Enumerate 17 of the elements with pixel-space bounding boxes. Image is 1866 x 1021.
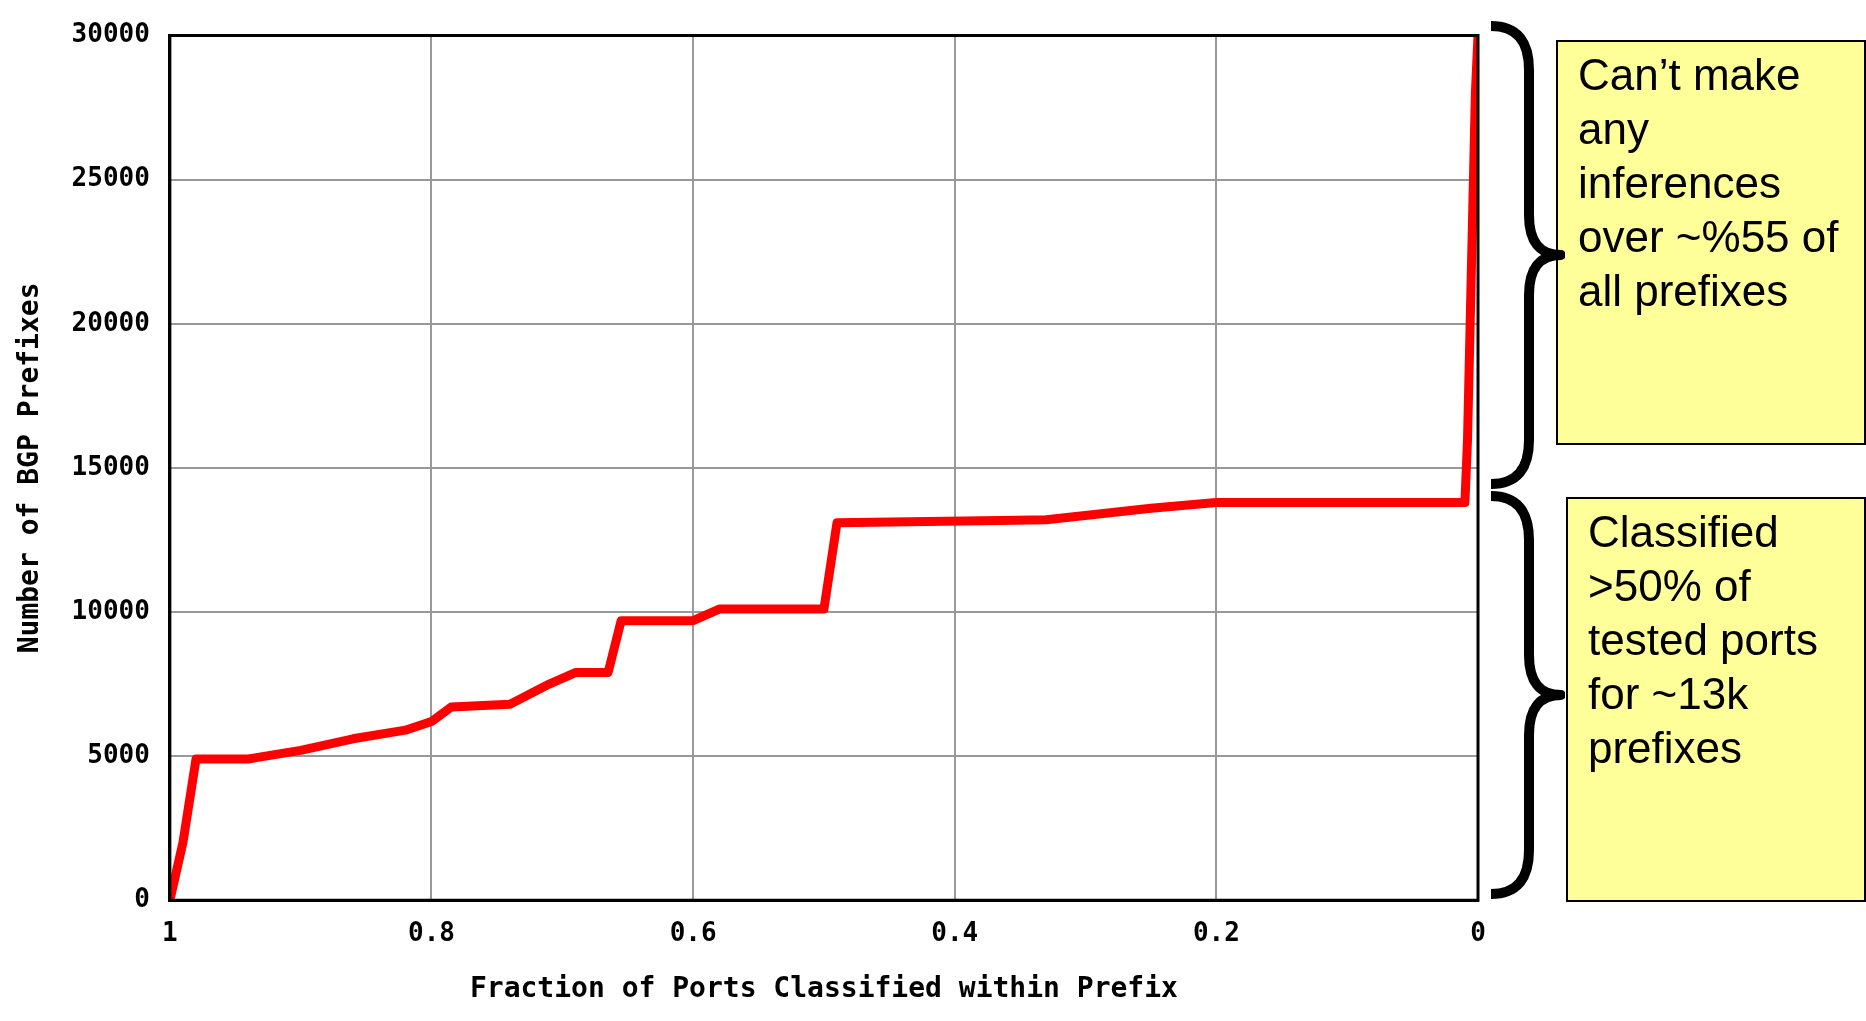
text: Classified >50% of tested ports for ~13k prefixes bbox=[1566, 497, 1866, 902]
x-tick-label: 0.8 bbox=[408, 916, 455, 947]
x-tick-label: 0.6 bbox=[669, 916, 717, 947]
x-tick-label: 0 bbox=[1470, 916, 1486, 947]
y-tick-label: 20000 bbox=[71, 306, 150, 337]
x-axis-title: Fraction of Ports Classified within Prefix bbox=[469, 971, 1179, 1005]
y-tick-label: 10000 bbox=[71, 594, 150, 625]
y-tick-label: 15000 bbox=[71, 450, 150, 481]
y-axis-title: Number of BGP Prefixes bbox=[12, 282, 46, 654]
x-tick-label: 0.4 bbox=[931, 916, 979, 947]
text: Can’t make any inferences over ~%55 of all prefixes bbox=[1556, 40, 1866, 445]
y-tick-label: 5000 bbox=[87, 738, 150, 769]
y-tick-label: 25000 bbox=[71, 162, 150, 193]
x-tick-label: 0.2 bbox=[1192, 916, 1240, 947]
x-tick-label: 1 bbox=[162, 916, 178, 947]
y-tick-label: 30000 bbox=[71, 18, 150, 49]
y-tick-label: 0 bbox=[134, 882, 150, 913]
